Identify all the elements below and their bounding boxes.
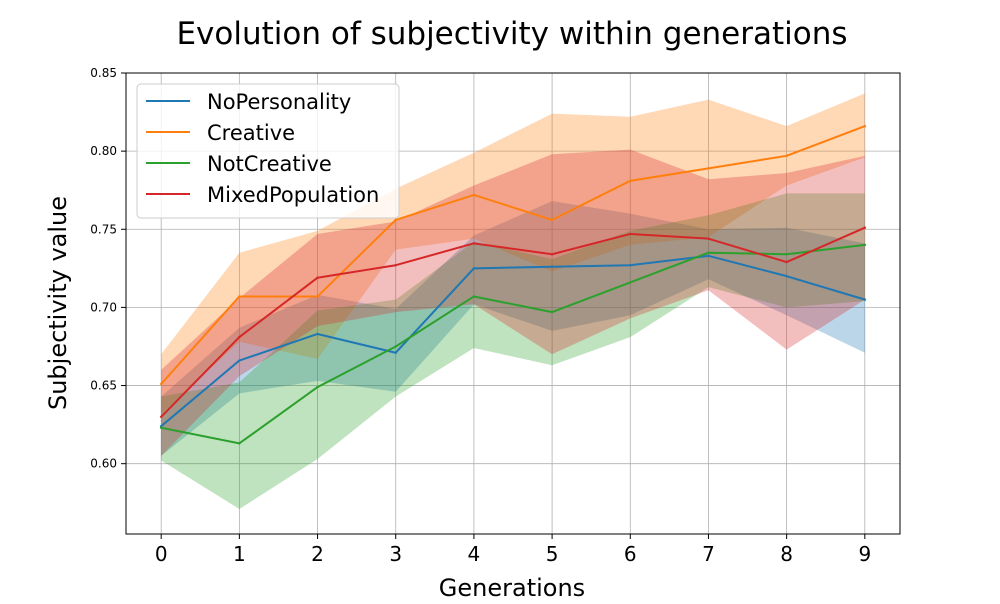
point-nopersonality — [238, 359, 241, 362]
point-notcreative — [785, 253, 788, 256]
x-tick-label: 8 — [780, 542, 793, 566]
series-lines — [159, 124, 867, 445]
point-mixedpopulation — [550, 253, 554, 256]
point-creative — [472, 193, 476, 197]
legend-label: Creative — [207, 121, 295, 145]
point-nopersonality — [629, 264, 632, 267]
legend: NoPersonality Creative NotCreative MixedPop… — [136, 83, 400, 219]
point-notcreative — [394, 345, 397, 348]
y-tick-label: 0.65 — [90, 379, 117, 393]
point-creative — [550, 218, 554, 222]
legend-box — [136, 83, 400, 219]
y-tick-label: 0.70 — [90, 300, 117, 314]
point-notcreative — [863, 243, 867, 247]
line-nopersonality — [159, 254, 867, 428]
point-creative — [707, 167, 710, 170]
x-tick-label: 4 — [468, 542, 481, 566]
point-notcreative — [238, 442, 241, 445]
chart-title: Evolution of subjectivity within generat… — [176, 16, 847, 52]
x-tick-label: 9 — [858, 542, 871, 566]
point-mixedpopulation — [629, 232, 632, 236]
legend-label: MixedPopulation — [207, 183, 379, 207]
x-tick-label: 3 — [389, 542, 402, 566]
axis-ticks: 0 1 2 3 4 5 6 7 8 9 0.60 0.65 0.70 0.75 0.80 0.85 — [90, 66, 871, 566]
x-tick-label: 6 — [624, 542, 637, 566]
point-nopersonality — [472, 267, 476, 270]
point-mixedpopulation — [394, 264, 397, 267]
y-tick-label: 0.80 — [90, 144, 117, 158]
point-notcreative — [472, 295, 476, 298]
line-creative — [159, 124, 867, 386]
y-axis-label: Subjectivity value — [44, 196, 72, 410]
x-tick-label: 5 — [546, 542, 559, 566]
x-tick-label: 7 — [702, 542, 715, 566]
line-notcreative — [160, 243, 866, 445]
point-creative — [785, 154, 788, 158]
point-creative — [629, 179, 632, 183]
band-mixedpopulation — [161, 149, 865, 456]
point-nopersonality — [394, 351, 397, 354]
point-mixedpopulation — [472, 242, 476, 245]
point-notcreative — [707, 251, 710, 254]
line-mixedpopulation — [159, 226, 867, 419]
x-axis-label: Generations — [439, 574, 585, 600]
x-tick-label: 2 — [311, 542, 324, 566]
point-mixedpopulation — [863, 226, 867, 229]
point-notcreative — [629, 281, 632, 284]
x-tick-label: 1 — [233, 542, 246, 566]
point-mixedpopulation — [316, 276, 319, 279]
point-nopersonality — [550, 265, 554, 268]
y-tick-label: 0.75 — [90, 222, 117, 236]
legend-label: NoPersonality — [207, 90, 351, 114]
point-notcreative — [550, 310, 554, 314]
point-nopersonality — [316, 332, 319, 336]
point-creative — [863, 124, 867, 128]
point-nopersonality — [707, 254, 710, 258]
band-notcreative — [161, 193, 865, 509]
point-creative — [159, 382, 163, 386]
point-notcreative — [159, 426, 163, 429]
point-creative — [394, 218, 397, 222]
point-mixedpopulation — [238, 335, 241, 339]
plot-frame — [125, 72, 901, 535]
point-mixedpopulation — [785, 260, 788, 264]
band-nopersonality — [161, 201, 865, 456]
point-notcreative — [316, 385, 319, 389]
legend-label: NotCreative — [207, 152, 332, 176]
point-mixedpopulation — [707, 237, 710, 240]
x-tick-label: 0 — [155, 542, 168, 566]
point-mixedpopulation — [159, 415, 163, 418]
point-creative — [316, 295, 319, 298]
band-creative — [161, 93, 865, 414]
point-nopersonality — [863, 298, 867, 301]
y-tick-label: 0.85 — [90, 66, 117, 80]
confidence-bands — [161, 93, 865, 509]
y-tick-label: 0.60 — [90, 457, 117, 471]
point-nopersonality — [785, 274, 788, 278]
point-creative — [238, 295, 241, 298]
